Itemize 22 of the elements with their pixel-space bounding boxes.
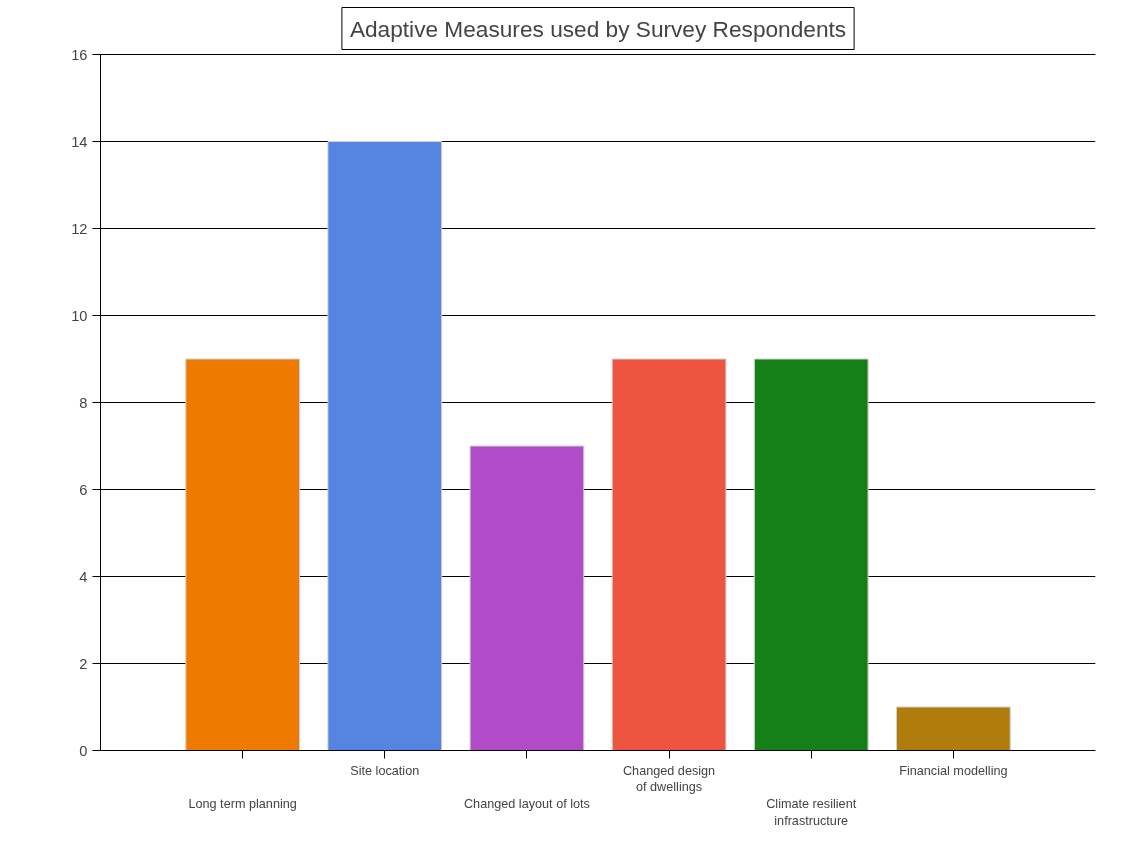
x-tick-label: Climate resilient infrastructure <box>766 797 857 828</box>
y-tick-label: 4 <box>79 568 88 585</box>
bar <box>469 445 585 751</box>
y-tick-label: 0 <box>79 742 88 759</box>
y-tick-label: 12 <box>71 220 88 237</box>
x-tick-label: Changed design of dwellings <box>622 763 716 795</box>
bar <box>327 141 443 751</box>
y-tick-label: 2 <box>79 655 88 672</box>
y-tick-label: 10 <box>71 307 88 324</box>
bar <box>896 706 1011 751</box>
bar <box>611 358 727 751</box>
chart-title: Adaptive Measures used by Survey Respondents <box>349 15 847 42</box>
x-tick-label: Site location <box>350 763 420 778</box>
bar <box>753 358 869 751</box>
y-tick-label: 16 <box>71 46 88 63</box>
x-tick-label: Financial modelling <box>899 763 1008 778</box>
bar <box>185 358 300 751</box>
y-tick-label: 6 <box>79 481 88 498</box>
x-tick-label: Changed layout of lots <box>463 797 590 812</box>
y-tick-label: 14 <box>71 133 88 150</box>
x-tick-label: Long term planning <box>188 797 297 812</box>
y-tick-label: 8 <box>79 394 88 411</box>
